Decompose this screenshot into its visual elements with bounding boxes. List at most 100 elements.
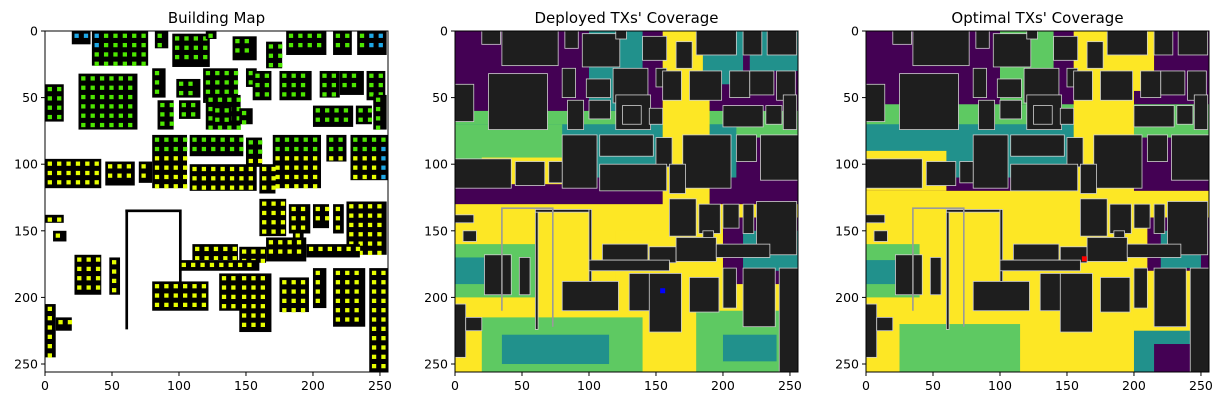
tx-dot <box>315 270 320 276</box>
tx-dot <box>284 165 290 170</box>
tx-dot <box>280 229 286 234</box>
building <box>1126 243 1182 258</box>
tx-dot <box>209 262 215 268</box>
building <box>729 70 751 99</box>
tx-dot <box>195 256 200 261</box>
tx-dot <box>280 201 286 206</box>
tx-dot <box>264 73 270 78</box>
y-tick-label: 250 <box>424 357 448 372</box>
tx-dot <box>236 106 241 112</box>
tx-dot <box>251 294 256 300</box>
tx-dot <box>173 165 178 170</box>
tx-dot <box>95 285 101 290</box>
chart-title: Optimal TXs' Coverage <box>951 9 1123 27</box>
building <box>689 277 720 313</box>
tx-dot <box>184 36 189 41</box>
tx-dot <box>205 89 211 94</box>
tx-dot <box>103 33 109 38</box>
tx-dot <box>141 52 146 57</box>
tx-dot <box>288 33 294 38</box>
tx-dot <box>322 73 327 78</box>
wall-outline <box>501 207 554 327</box>
building <box>312 268 327 309</box>
tx-dot <box>235 48 240 53</box>
tx-dot <box>325 108 330 113</box>
coverage-region <box>1154 344 1195 372</box>
axes-frame <box>865 30 1210 373</box>
building <box>866 303 878 358</box>
tx-dot <box>90 94 95 100</box>
tx-dot <box>381 345 386 350</box>
x-tick-label: 150 <box>234 378 258 393</box>
y-tick-label: 200 <box>424 290 448 305</box>
tx-dot <box>354 270 359 276</box>
tx-dot <box>260 258 266 264</box>
tx-dot <box>117 173 122 178</box>
tx-dot <box>346 246 351 252</box>
tx-dot <box>264 82 270 88</box>
tx-dot <box>303 174 308 180</box>
tx-dot <box>312 184 318 189</box>
tx-dot <box>109 122 114 128</box>
tx-dot <box>381 165 386 170</box>
tx-dot <box>236 97 241 102</box>
tx-dot <box>268 249 274 254</box>
tx-dot <box>255 82 260 88</box>
tx-dot <box>371 364 377 369</box>
tx-dot <box>183 284 188 289</box>
tx-dot <box>227 97 232 102</box>
tx-dot <box>57 161 62 166</box>
tx-dot <box>122 33 127 38</box>
tx-dot <box>354 317 359 322</box>
x-tick-label: 200 <box>301 378 325 393</box>
building <box>219 273 241 311</box>
tx-dot <box>345 280 350 285</box>
tx-dot <box>109 113 114 118</box>
building <box>601 243 649 261</box>
building <box>866 214 886 224</box>
tx-dot <box>213 246 219 252</box>
tx-dot <box>358 204 363 209</box>
tx-dot <box>55 233 61 238</box>
tx-dot <box>215 117 220 122</box>
tx-dot <box>303 184 308 189</box>
y-tick-label: 50 <box>843 90 859 105</box>
tx-dot <box>201 302 207 307</box>
tx-dot <box>367 232 373 237</box>
tx-dot <box>201 137 207 142</box>
tx-dot <box>94 170 99 176</box>
tx-dot <box>375 97 381 102</box>
tx-dot <box>275 184 280 189</box>
tx-dot <box>178 81 184 86</box>
tx-dot <box>164 156 169 161</box>
building <box>1010 163 1079 192</box>
tx-dot <box>369 73 374 78</box>
tx-dot <box>229 146 235 152</box>
tx-dot <box>294 184 299 189</box>
tx-dot <box>381 137 386 142</box>
tx-dot <box>282 92 287 97</box>
tx-dot <box>251 304 256 309</box>
tx-dot <box>192 185 197 190</box>
tx-dot <box>77 257 82 262</box>
tx-dot <box>369 33 374 38</box>
tx-dot <box>215 70 220 76</box>
tx-dot <box>251 276 256 281</box>
tx-dot <box>224 117 229 122</box>
tx-dot <box>307 33 312 38</box>
tx-dot <box>220 166 225 172</box>
tx-dot <box>338 146 343 152</box>
tx-dot <box>169 102 174 108</box>
tx-dot <box>271 176 276 181</box>
tx-dot <box>288 42 294 48</box>
x-tick-label: 250 <box>1189 378 1213 393</box>
building <box>78 73 138 130</box>
tx-dot <box>300 298 306 304</box>
tx-dot <box>160 102 165 108</box>
tx-dot <box>154 302 160 307</box>
tx-dot <box>154 174 160 180</box>
tx-dot <box>83 33 89 38</box>
tx-dot <box>315 216 320 221</box>
tx-dot <box>381 308 386 313</box>
tx-dot <box>251 313 256 318</box>
